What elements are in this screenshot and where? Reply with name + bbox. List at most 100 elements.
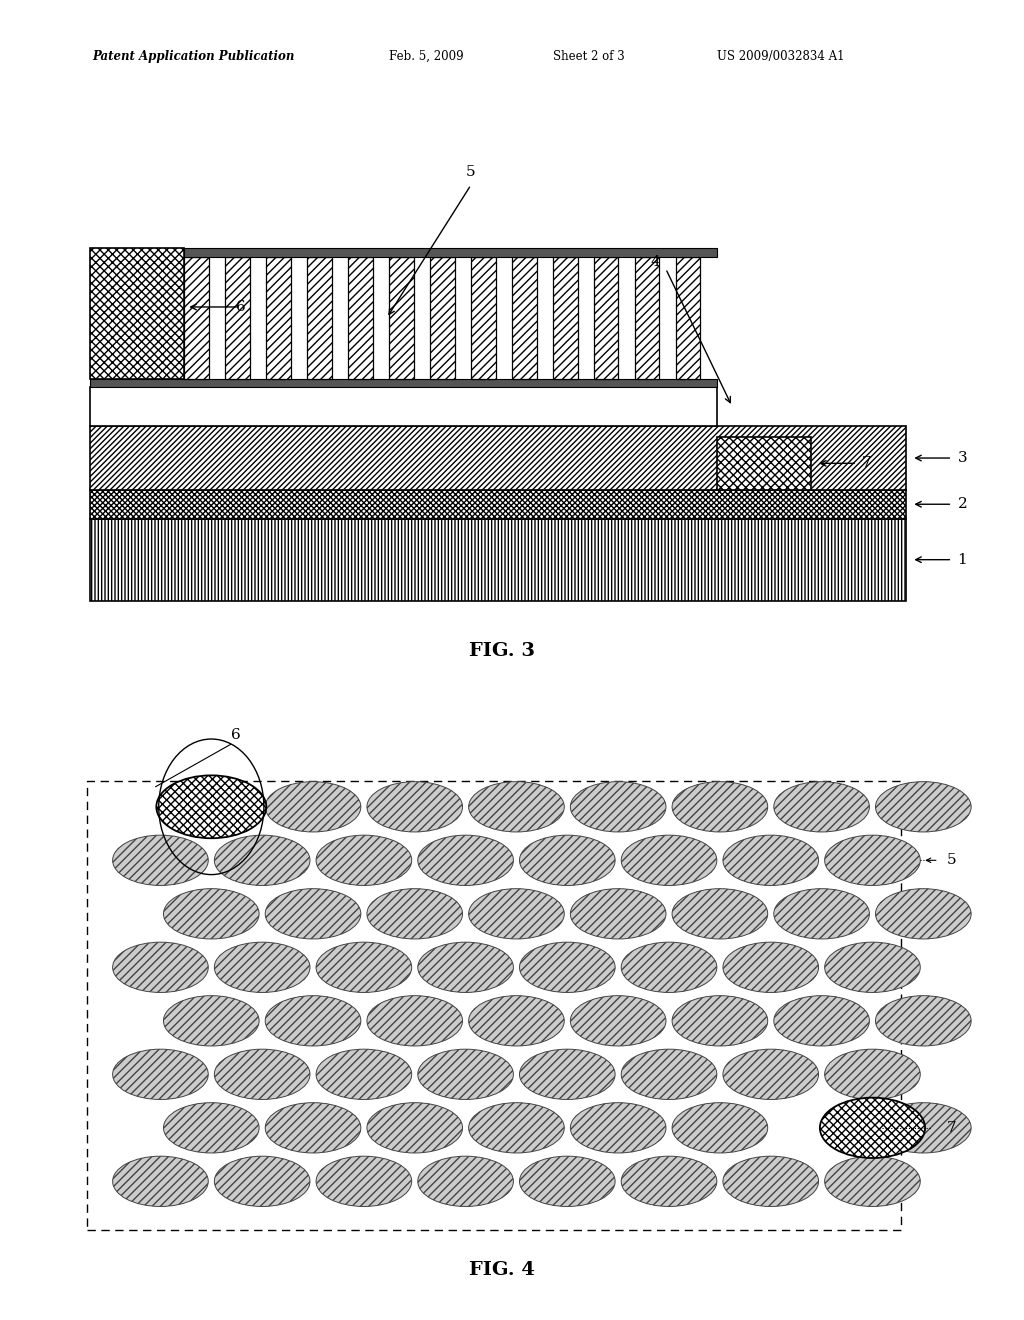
Ellipse shape — [469, 781, 564, 832]
Ellipse shape — [214, 1156, 310, 1206]
Ellipse shape — [469, 995, 564, 1045]
Ellipse shape — [876, 995, 971, 1045]
Ellipse shape — [570, 781, 666, 832]
Bar — [389, 257, 414, 379]
Ellipse shape — [157, 775, 266, 838]
Ellipse shape — [214, 836, 310, 886]
Text: 5: 5 — [947, 853, 956, 867]
Text: 6: 6 — [236, 300, 246, 314]
Ellipse shape — [164, 1102, 259, 1152]
Ellipse shape — [876, 888, 971, 939]
Ellipse shape — [774, 888, 869, 939]
Ellipse shape — [723, 942, 818, 993]
Ellipse shape — [265, 888, 360, 939]
Text: Patent Application Publication: Patent Application Publication — [92, 50, 295, 63]
Ellipse shape — [469, 888, 564, 939]
Bar — [676, 257, 700, 379]
Ellipse shape — [316, 1049, 412, 1100]
Ellipse shape — [519, 836, 615, 886]
Bar — [635, 257, 659, 379]
Ellipse shape — [570, 995, 666, 1045]
Text: FIG. 4: FIG. 4 — [469, 1261, 535, 1279]
Ellipse shape — [113, 942, 208, 993]
Bar — [90, 248, 184, 379]
Ellipse shape — [876, 1102, 971, 1152]
Bar — [512, 257, 537, 379]
Text: 3: 3 — [957, 451, 967, 465]
Ellipse shape — [824, 1049, 921, 1100]
Ellipse shape — [774, 781, 869, 832]
Ellipse shape — [672, 781, 768, 832]
Ellipse shape — [570, 888, 666, 939]
Ellipse shape — [723, 836, 818, 886]
Ellipse shape — [418, 836, 513, 886]
Bar — [717, 437, 811, 490]
Ellipse shape — [774, 995, 869, 1045]
Text: Feb. 5, 2009: Feb. 5, 2009 — [389, 50, 464, 63]
Ellipse shape — [113, 1156, 208, 1206]
Text: 7: 7 — [862, 457, 871, 470]
Ellipse shape — [672, 995, 768, 1045]
Text: 2: 2 — [957, 498, 968, 511]
Ellipse shape — [622, 942, 717, 993]
Text: 5: 5 — [466, 165, 476, 178]
Text: US 2009/0032834 A1: US 2009/0032834 A1 — [717, 50, 845, 63]
Bar — [90, 379, 717, 387]
Bar — [90, 426, 906, 490]
Ellipse shape — [723, 1156, 818, 1206]
Ellipse shape — [113, 1049, 208, 1100]
Text: 1: 1 — [957, 553, 968, 566]
Bar — [594, 257, 618, 379]
Ellipse shape — [519, 1049, 615, 1100]
Bar — [225, 257, 250, 379]
Text: Sheet 2 of 3: Sheet 2 of 3 — [553, 50, 625, 63]
Bar — [430, 257, 455, 379]
Ellipse shape — [214, 1049, 310, 1100]
Bar — [90, 519, 906, 601]
Bar — [471, 257, 496, 379]
Ellipse shape — [622, 1049, 717, 1100]
Ellipse shape — [214, 942, 310, 993]
Ellipse shape — [316, 836, 412, 886]
Ellipse shape — [824, 1156, 921, 1206]
Ellipse shape — [622, 836, 717, 886]
Text: 7: 7 — [947, 1121, 956, 1135]
Bar — [348, 257, 373, 379]
Ellipse shape — [316, 942, 412, 993]
Ellipse shape — [265, 781, 360, 832]
Text: 4: 4 — [650, 255, 660, 269]
Ellipse shape — [265, 995, 360, 1045]
Ellipse shape — [367, 995, 463, 1045]
Bar — [307, 257, 332, 379]
Ellipse shape — [824, 836, 921, 886]
Ellipse shape — [418, 1049, 513, 1100]
Bar — [184, 248, 717, 257]
Ellipse shape — [876, 781, 971, 832]
Ellipse shape — [113, 836, 208, 886]
Bar — [90, 490, 906, 519]
Ellipse shape — [519, 942, 615, 993]
Bar — [266, 257, 291, 379]
Ellipse shape — [164, 888, 259, 939]
Text: 6: 6 — [230, 729, 241, 742]
Ellipse shape — [367, 888, 463, 939]
Ellipse shape — [418, 942, 513, 993]
Bar — [90, 387, 717, 426]
Ellipse shape — [824, 942, 921, 993]
Ellipse shape — [519, 1156, 615, 1206]
Bar — [87, 781, 901, 1230]
Ellipse shape — [820, 1098, 925, 1158]
Bar — [184, 257, 209, 379]
Ellipse shape — [469, 1102, 564, 1152]
Ellipse shape — [265, 1102, 360, 1152]
Ellipse shape — [723, 1049, 818, 1100]
Ellipse shape — [622, 1156, 717, 1206]
Ellipse shape — [164, 995, 259, 1045]
Ellipse shape — [367, 1102, 463, 1152]
Ellipse shape — [418, 1156, 513, 1206]
Ellipse shape — [367, 781, 463, 832]
Bar — [553, 257, 578, 379]
Ellipse shape — [672, 1102, 768, 1152]
Ellipse shape — [672, 888, 768, 939]
Ellipse shape — [316, 1156, 412, 1206]
